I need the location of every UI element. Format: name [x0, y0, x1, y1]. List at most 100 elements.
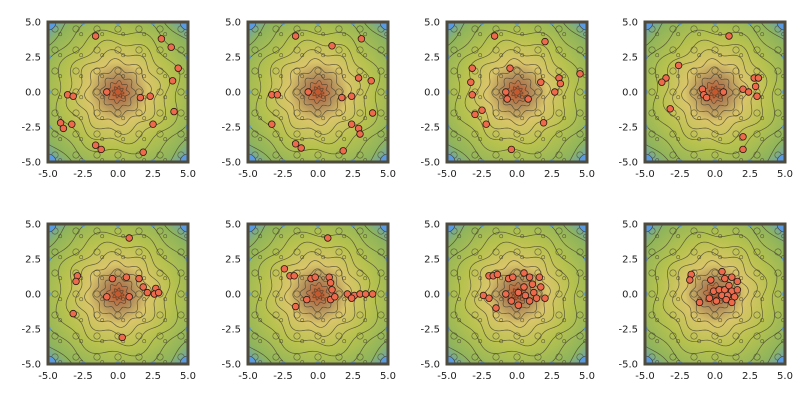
- lattice-loop: [163, 95, 168, 100]
- lattice-loop: [648, 269, 656, 277]
- lattice-loop: [135, 311, 143, 319]
- lattice-loop: [690, 67, 698, 75]
- lattice-loop: [279, 255, 284, 260]
- lattice-loop: [492, 67, 500, 75]
- x-tick-label: 5.0: [579, 169, 595, 180]
- lattice-loop: [697, 318, 702, 323]
- lattice-loop: [739, 276, 744, 281]
- lattice-loop: [156, 353, 164, 361]
- lattice-loop: [732, 248, 740, 256]
- y-tick-label: 5.0: [25, 220, 41, 231]
- axes-frame: [46, 222, 190, 366]
- lattice-loop: [100, 137, 105, 142]
- lattice-loop: [51, 130, 59, 138]
- lattice-loop: [79, 339, 84, 344]
- lattice-loop: [697, 339, 702, 344]
- lattice-loop: [676, 137, 681, 142]
- y-tick-label: 5.0: [225, 220, 241, 231]
- lattice-loop: [258, 116, 263, 121]
- lattice-loop: [321, 255, 326, 260]
- lattice-loop: [669, 332, 677, 340]
- lattice-loop: [377, 311, 385, 319]
- lattice-loop: [356, 151, 364, 159]
- corner-well-icon: [379, 355, 388, 364]
- contour-ring: [474, 251, 560, 337]
- particle-point: [718, 267, 726, 276]
- lattice-loop: [534, 248, 542, 256]
- lattice-loop: [732, 67, 740, 75]
- lattice-loop: [93, 227, 101, 235]
- lattice-loop: [760, 32, 765, 37]
- lattice-loop: [697, 32, 702, 37]
- lattice-loop: [655, 318, 660, 323]
- lattice-loop: [513, 67, 521, 75]
- contour-ring: [681, 58, 749, 126]
- y-tick-label: -5.0: [420, 360, 440, 371]
- lattice-loop: [58, 137, 63, 142]
- lattice-loop: [753, 332, 761, 340]
- contour-ring: [111, 287, 125, 301]
- lattice-loop: [377, 248, 385, 256]
- lattice-loop: [753, 311, 761, 319]
- lattice-loop: [93, 311, 101, 319]
- lattice-loop: [156, 151, 164, 159]
- particle-point: [467, 78, 475, 86]
- lattice-loop: [471, 311, 479, 319]
- x-tick-label: -5.0: [635, 169, 655, 180]
- lattice-loop: [499, 297, 504, 302]
- lattice-loop: [513, 353, 521, 361]
- lattice-loop: [293, 248, 301, 256]
- lattice-loop: [93, 269, 101, 277]
- lattice-loop: [121, 137, 126, 142]
- lattice-loop: [72, 130, 80, 138]
- lattice-loop: [655, 137, 660, 142]
- lattice-loop: [177, 109, 185, 117]
- lattice-loop: [114, 25, 122, 33]
- particle-point: [139, 148, 147, 156]
- lattice-loop: [669, 290, 677, 298]
- lattice-loop: [718, 137, 723, 142]
- lattice-loop: [142, 32, 147, 37]
- lattice-loop: [690, 353, 698, 361]
- lattice-loop: [690, 109, 698, 117]
- particle-point: [506, 64, 514, 72]
- lattice-loop: [562, 53, 567, 58]
- lattice-loop: [156, 67, 164, 75]
- lattice-loop: [177, 290, 185, 298]
- lattice-loop: [279, 74, 284, 79]
- lattice-loop: [100, 53, 105, 58]
- x-tick-label: 0.0: [310, 169, 326, 180]
- lattice-loop: [655, 32, 660, 37]
- lattice-loop: [142, 297, 147, 302]
- lattice-loop: [655, 276, 660, 281]
- particle-point: [291, 32, 300, 40]
- lattice-loop: [72, 109, 80, 117]
- lattice-loop: [718, 116, 723, 121]
- lattice-loop: [450, 332, 458, 340]
- lattice-loop: [471, 269, 479, 277]
- lattice-loop: [251, 269, 259, 277]
- particle-point: [725, 32, 733, 40]
- lattice-loop: [100, 95, 105, 100]
- particle-point: [753, 92, 761, 100]
- particle-point: [367, 77, 375, 85]
- lattice-loop: [272, 311, 280, 319]
- lattice-loop: [520, 53, 525, 58]
- panel-4: -5.0 -2.5 0.0 2.5 5.0 -5.0 -2.5 0.0 2.5 5.0: [618, 18, 792, 181]
- particle-point: [326, 279, 335, 287]
- lattice-loop: [739, 116, 744, 121]
- lattice-loop: [121, 53, 126, 58]
- lattice-loop: [457, 234, 462, 239]
- lattice-loop: [251, 248, 259, 256]
- lattice-loop: [335, 227, 343, 235]
- lattice-loop: [718, 255, 723, 260]
- lattice-loop: [377, 109, 385, 117]
- lattice-loop: [335, 353, 343, 361]
- particle-point: [751, 82, 760, 91]
- lattice-loop: [114, 353, 122, 361]
- lattice-loop: [342, 137, 347, 142]
- lattice-loop: [534, 25, 542, 33]
- particles: [56, 32, 182, 156]
- lattice-loop: [774, 46, 782, 54]
- lattice-loop: [576, 46, 584, 54]
